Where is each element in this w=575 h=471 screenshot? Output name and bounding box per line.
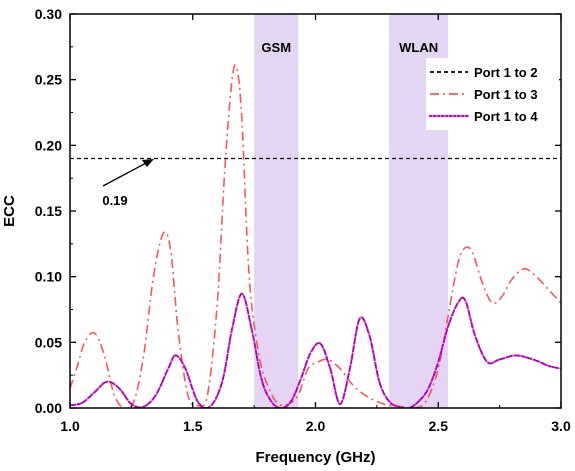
legend: Port 1 to 2 Port 1 to 3 Port 1 to 4 (426, 58, 559, 130)
y-tick-label: 0.10 (35, 269, 62, 285)
x-tick-label: 1.5 (183, 418, 203, 434)
band-gsm (254, 14, 299, 408)
legend-label-1: Port 1 to 2 (474, 65, 538, 80)
reference-annotation: 0.19 (70, 157, 561, 208)
y-tick-label: 0.05 (35, 334, 62, 350)
legend-box (426, 58, 559, 130)
series-line-2 (70, 64, 561, 408)
x-tick-label: 1.0 (60, 418, 80, 434)
band-label-gsm: GSM (261, 40, 291, 55)
legend-label-2: Port 1 to 3 (474, 87, 538, 102)
legend-label-3: Port 1 to 4 (474, 109, 538, 124)
reference-arrow-shaft (102, 161, 149, 187)
y-tick-label: 0.15 (35, 203, 62, 219)
series-line-3 (70, 292, 561, 408)
frequency-bands: GSM WLAN (254, 14, 449, 408)
y-tick-label: 0.25 (35, 72, 62, 88)
x-axis-title: Frequency (GHz) (255, 449, 375, 466)
y-tick-label: 0.00 (35, 400, 62, 416)
x-tick-label: 2.0 (306, 418, 326, 434)
reference-arrow-head (142, 159, 154, 167)
series-lines (70, 64, 561, 408)
y-axis-title: ECC (1, 195, 18, 227)
band-label-wlan: WLAN (399, 40, 438, 55)
reference-label: 0.19 (102, 193, 127, 208)
axes: 1.0 1.5 2.0 2.5 3.0 0.00 0.05 0.10 0.15 0.20 0.25 0… (1, 6, 571, 466)
y-tick-label: 0.30 (35, 6, 62, 22)
x-tick-label: 2.5 (429, 418, 449, 434)
y-tick-label: 0.20 (35, 137, 62, 153)
x-tick-label: 3.0 (551, 418, 571, 434)
